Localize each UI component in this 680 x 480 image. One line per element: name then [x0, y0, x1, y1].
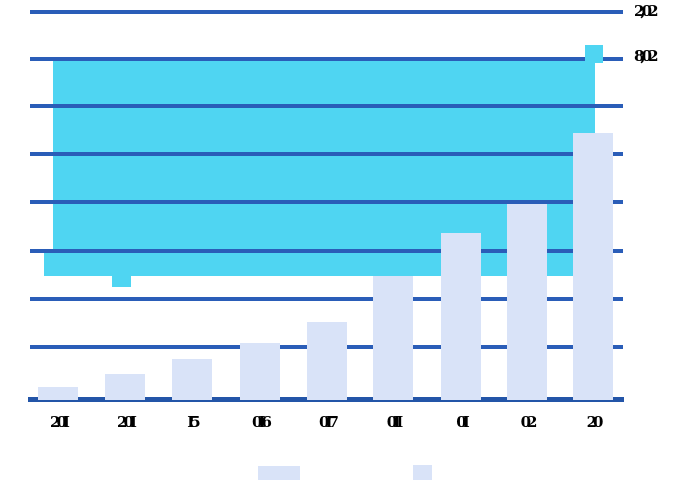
bar	[38, 387, 78, 400]
x-axis-label: 0I6	[252, 413, 272, 431]
band-fragment-top-right-fragment	[585, 45, 603, 63]
bar	[573, 133, 613, 400]
gridline	[30, 104, 623, 108]
gridline	[30, 249, 623, 253]
x-axis-label: 02	[520, 413, 538, 431]
gridline	[30, 152, 623, 156]
bar	[507, 204, 547, 400]
y-axis-label: 8,02	[634, 47, 658, 65]
legend-swatch	[258, 466, 300, 480]
y-axis-label: 2,02	[634, 2, 658, 20]
gridline	[30, 297, 623, 301]
gridline	[30, 10, 623, 14]
x-axis-label: 0II	[386, 413, 403, 431]
band-fragment-below-fragment	[112, 276, 131, 287]
bar	[240, 343, 280, 400]
bar	[172, 359, 212, 400]
x-axis-label: 20I	[117, 413, 137, 431]
cyan-band	[53, 57, 595, 276]
bar	[373, 276, 413, 400]
gridline	[30, 200, 623, 204]
band-fragment-left-stub-fragment	[44, 253, 53, 276]
x-axis-label: 0I7	[319, 413, 339, 431]
x-axis-label: 20	[586, 413, 604, 431]
x-axis-label: I5	[187, 413, 200, 431]
x-axis-label: 0I	[456, 413, 469, 431]
legend-swatch	[413, 465, 432, 480]
x-axis-label: 20I	[50, 413, 70, 431]
gridline	[30, 57, 623, 61]
bar	[307, 322, 347, 400]
bar	[441, 233, 481, 400]
bar	[105, 374, 145, 400]
